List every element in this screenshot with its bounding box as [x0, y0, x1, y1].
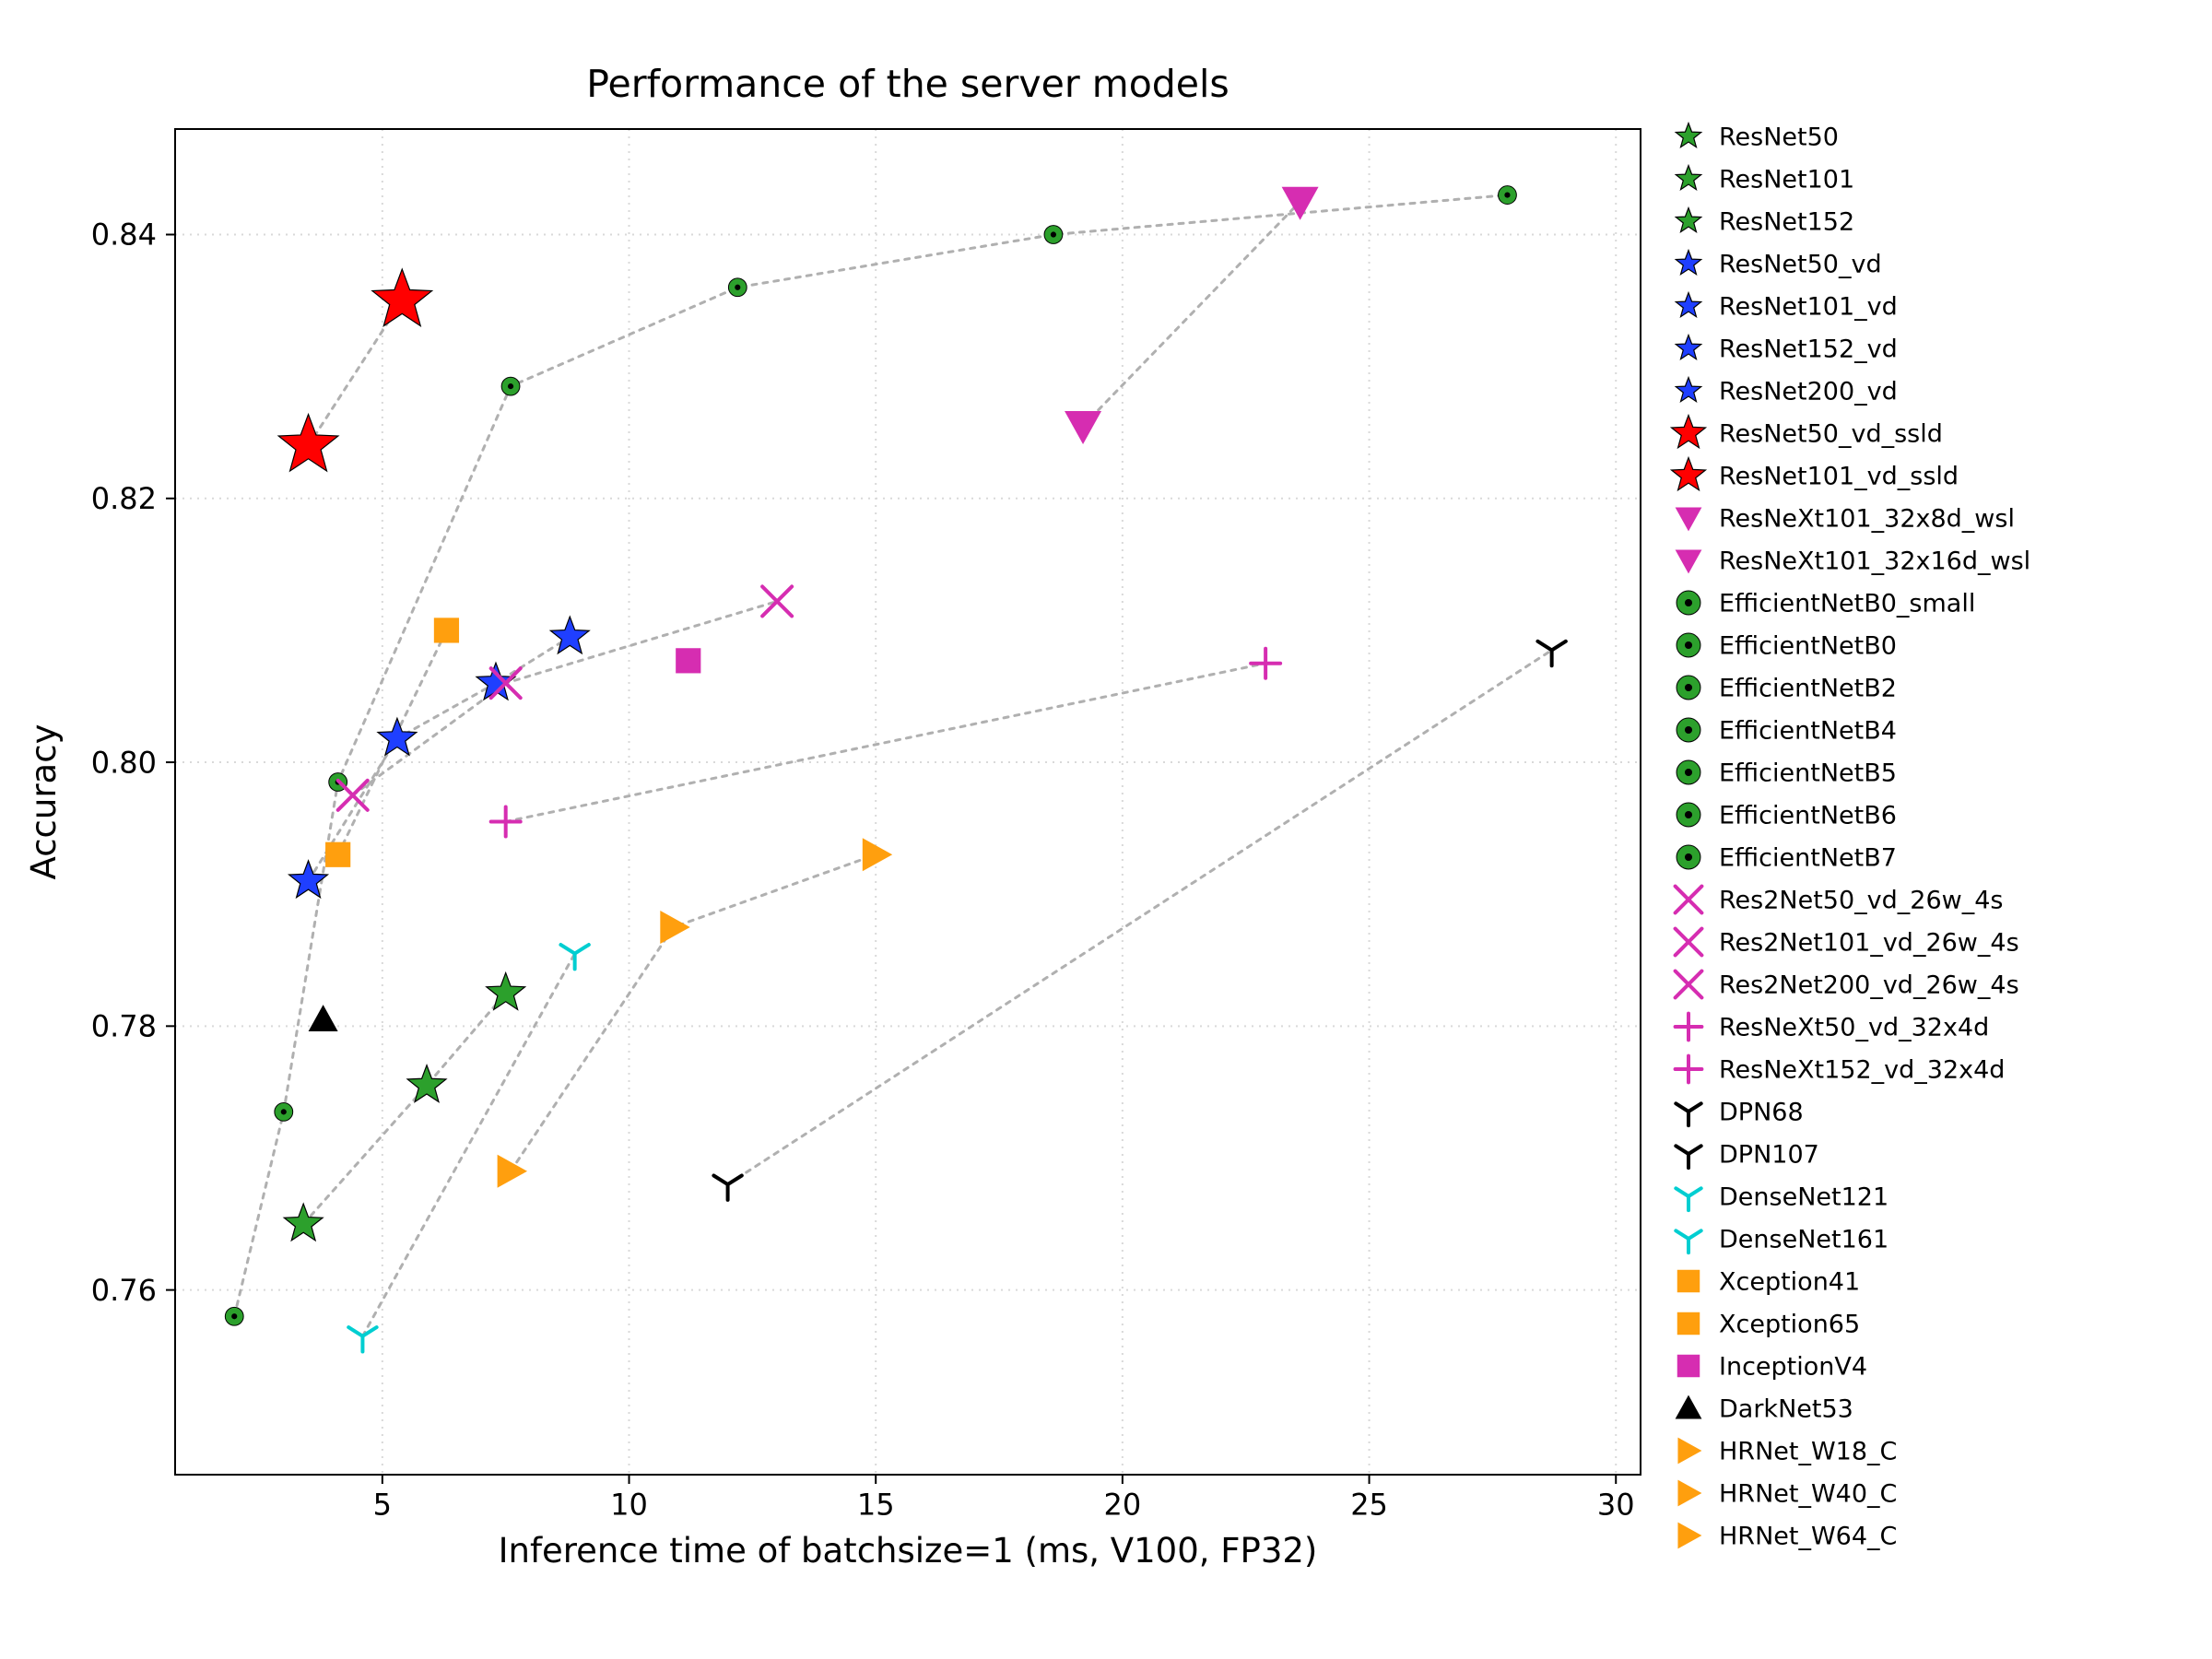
legend-label: ResNet101_vd: [1719, 292, 1898, 321]
legend-label: Xception65: [1719, 1310, 1860, 1338]
legend-label: ResNeXt101_32x16d_wsl: [1719, 547, 2030, 575]
legend-item: HRNet_W18_C: [1677, 1437, 1897, 1465]
legend-item: ResNeXt50_vd_32x4d: [1676, 1013, 1990, 1041]
point-InceptionV4: [676, 648, 700, 673]
legend-label: ResNet101: [1719, 165, 1854, 194]
legend-item: HRNet_W64_C: [1677, 1522, 1897, 1550]
legend-label: Xception41: [1719, 1267, 1860, 1296]
x-tick-label: 30: [1597, 1488, 1635, 1523]
legend-label: Res2Net200_vd_26w_4s: [1719, 971, 2019, 999]
legend-item: EfficientNetB5: [1677, 759, 1897, 787]
x-tick-label: 25: [1350, 1488, 1388, 1523]
legend-label: DarkNet53: [1719, 1394, 1853, 1423]
legend-item: ResNet101_vd_ssld: [1672, 458, 1959, 491]
legend-item: EfficientNetB2: [1677, 674, 1897, 702]
point-EfficientNetB4: [501, 377, 520, 395]
legend: ResNet50 ResNet101 ResNet152 ResNet50_vd Res…: [1672, 123, 2031, 1550]
point-EfficientNetB0_small: [225, 1307, 243, 1325]
legend-item: DenseNet121: [1676, 1182, 1888, 1211]
legend-item: Res2Net101_vd_26w_4s: [1676, 928, 2019, 957]
y-tick-label: 0.82: [91, 481, 157, 516]
legend-label: Res2Net101_vd_26w_4s: [1719, 928, 2019, 957]
legend-label: HRNet_W40_C: [1719, 1479, 1897, 1508]
legend-label: DenseNet161: [1719, 1225, 1888, 1253]
legend-label: DenseNet121: [1719, 1182, 1888, 1211]
legend-label: InceptionV4: [1719, 1352, 1867, 1381]
legend-item: InceptionV4: [1677, 1352, 1867, 1381]
chart-svg: 5 10 15 20 25 30 0.76 0.78 0.80 0.82 0.84 Inference…: [0, 0, 2212, 1659]
legend-label: ResNet50_vd: [1719, 250, 1882, 278]
legend-label: ResNet200_vd: [1719, 377, 1898, 406]
x-tick-label: 15: [857, 1488, 895, 1523]
legend-label: ResNet50: [1719, 123, 1839, 151]
legend-label: EfficientNetB7: [1719, 843, 1897, 872]
legend-item: ResNet152_vd: [1676, 335, 1897, 363]
legend-label: ResNeXt50_vd_32x4d: [1719, 1013, 1989, 1041]
legend-item: DarkNet53: [1676, 1394, 1853, 1423]
legend-item: DPN68: [1676, 1098, 1803, 1126]
legend-label: EfficientNetB2: [1719, 674, 1897, 702]
legend-item: HRNet_W40_C: [1677, 1479, 1897, 1508]
legend-item: EfficientNetB6: [1677, 801, 1897, 830]
y-axis-label: Accuracy: [24, 724, 64, 880]
legend-item: EfficientNetB0: [1677, 631, 1897, 660]
legend-item: ResNet200_vd: [1676, 377, 1897, 406]
point-Xception65: [434, 618, 459, 642]
legend-item: EfficientNetB7: [1677, 843, 1897, 872]
legend-label: ResNeXt152_vd_32x4d: [1719, 1055, 2005, 1084]
y-tick-label: 0.84: [91, 218, 157, 253]
x-tick-label: 20: [1104, 1488, 1142, 1523]
point-EfficientNetB6: [1044, 226, 1063, 244]
legend-label: EfficientNetB6: [1719, 801, 1897, 830]
legend-label: HRNet_W64_C: [1719, 1522, 1897, 1550]
chart-container: 5 10 15 20 25 30 0.76 0.78 0.80 0.82 0.84 Inference…: [0, 0, 2212, 1659]
legend-label: DPN107: [1719, 1140, 1819, 1169]
legend-label: Res2Net50_vd_26w_4s: [1719, 886, 2003, 914]
point-EfficientNetB7: [1499, 186, 1517, 205]
legend-label: ResNet50_vd_ssld: [1719, 419, 1943, 448]
legend-item: DPN107: [1676, 1140, 1818, 1169]
legend-item: EfficientNetB0_small: [1677, 589, 1975, 618]
legend-label: EfficientNetB0: [1719, 631, 1897, 660]
legend-label: ResNeXt101_32x8d_wsl: [1719, 504, 2015, 533]
legend-label: DPN68: [1719, 1098, 1804, 1126]
legend-item: Res2Net50_vd_26w_4s: [1676, 886, 2004, 914]
x-axis-label: Inference time of batchsize=1 (ms, V100,…: [499, 1531, 1318, 1571]
legend-item: ResNet101_vd: [1676, 292, 1897, 321]
legend-item: ResNet101: [1676, 165, 1854, 194]
legend-item: Res2Net200_vd_26w_4s: [1676, 971, 2019, 999]
point-EfficientNetB5: [728, 278, 747, 297]
x-tick-label: 10: [610, 1488, 648, 1523]
legend-label: ResNet101_vd_ssld: [1719, 462, 1959, 490]
legend-label: ResNet152: [1719, 207, 1854, 236]
legend-item: ResNeXt101_32x16d_wsl: [1676, 547, 2031, 575]
legend-item: ResNet50_vd_ssld: [1672, 416, 1943, 449]
legend-item: Xception41: [1677, 1267, 1860, 1296]
y-tick-label: 0.80: [91, 745, 157, 780]
legend-item: DenseNet161: [1676, 1225, 1888, 1253]
legend-label: EfficientNetB0_small: [1719, 589, 1975, 618]
legend-item: ResNeXt152_vd_32x4d: [1676, 1055, 2006, 1084]
y-tick-label: 0.76: [91, 1273, 157, 1308]
legend-item: Xception65: [1677, 1310, 1860, 1338]
x-tick-label: 5: [373, 1488, 392, 1523]
legend-item: ResNet50_vd: [1676, 250, 1881, 278]
chart-title: Performance of the server models: [586, 62, 1230, 106]
legend-item: ResNeXt101_32x8d_wsl: [1676, 504, 2015, 533]
y-tick-label: 0.78: [91, 1009, 157, 1044]
point-Xception41: [325, 842, 350, 867]
legend-label: ResNet152_vd: [1719, 335, 1898, 363]
legend-label: EfficientNetB4: [1719, 716, 1897, 745]
legend-label: EfficientNetB5: [1719, 759, 1897, 787]
legend-item: EfficientNetB4: [1677, 716, 1897, 745]
legend-item: ResNet152: [1676, 207, 1854, 236]
legend-item: ResNet50: [1676, 123, 1839, 151]
legend-label: HRNet_W18_C: [1719, 1437, 1897, 1465]
point-EfficientNetB0: [275, 1102, 293, 1121]
